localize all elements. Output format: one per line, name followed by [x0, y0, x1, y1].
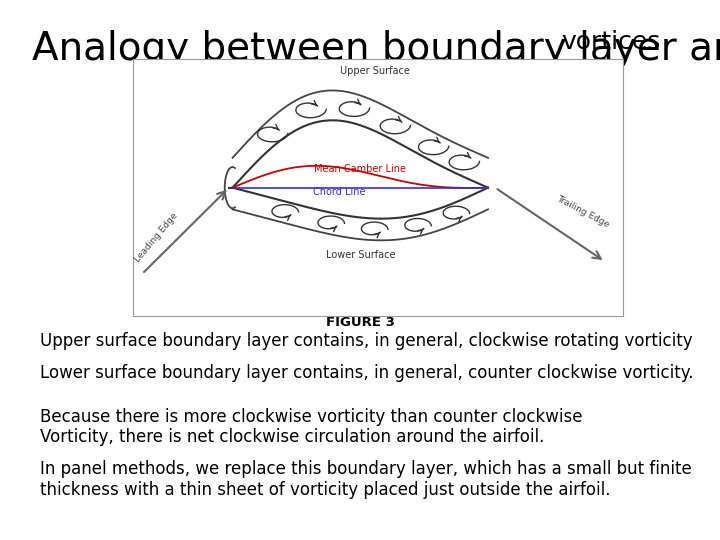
Text: FIGURE 3: FIGURE 3 [325, 316, 395, 329]
Polygon shape [233, 120, 488, 219]
Text: Lower Surface: Lower Surface [325, 250, 395, 260]
Text: Upper Surface: Upper Surface [340, 66, 410, 76]
Text: Chord Line: Chord Line [312, 187, 365, 197]
Text: Trailing Edge: Trailing Edge [555, 194, 611, 229]
Text: Upper surface boundary layer contains, in general, clockwise rotating vorticity: Upper surface boundary layer contains, i… [40, 332, 692, 350]
Text: Because there is more clockwise vorticity than counter clockwise
Vorticity, ther: Because there is more clockwise vorticit… [40, 408, 582, 447]
Text: In panel methods, we replace this boundary layer, which has a small but finite
t: In panel methods, we replace this bounda… [40, 460, 691, 499]
Text: vortices: vortices [562, 30, 661, 53]
Text: Lower surface boundary layer contains, in general, counter clockwise vorticity.: Lower surface boundary layer contains, i… [40, 364, 693, 382]
Text: Analogy between boundary layer and: Analogy between boundary layer and [32, 30, 720, 68]
Text: Mean Camber Line: Mean Camber Line [314, 164, 406, 174]
Text: Leading Edge: Leading Edge [133, 211, 179, 264]
